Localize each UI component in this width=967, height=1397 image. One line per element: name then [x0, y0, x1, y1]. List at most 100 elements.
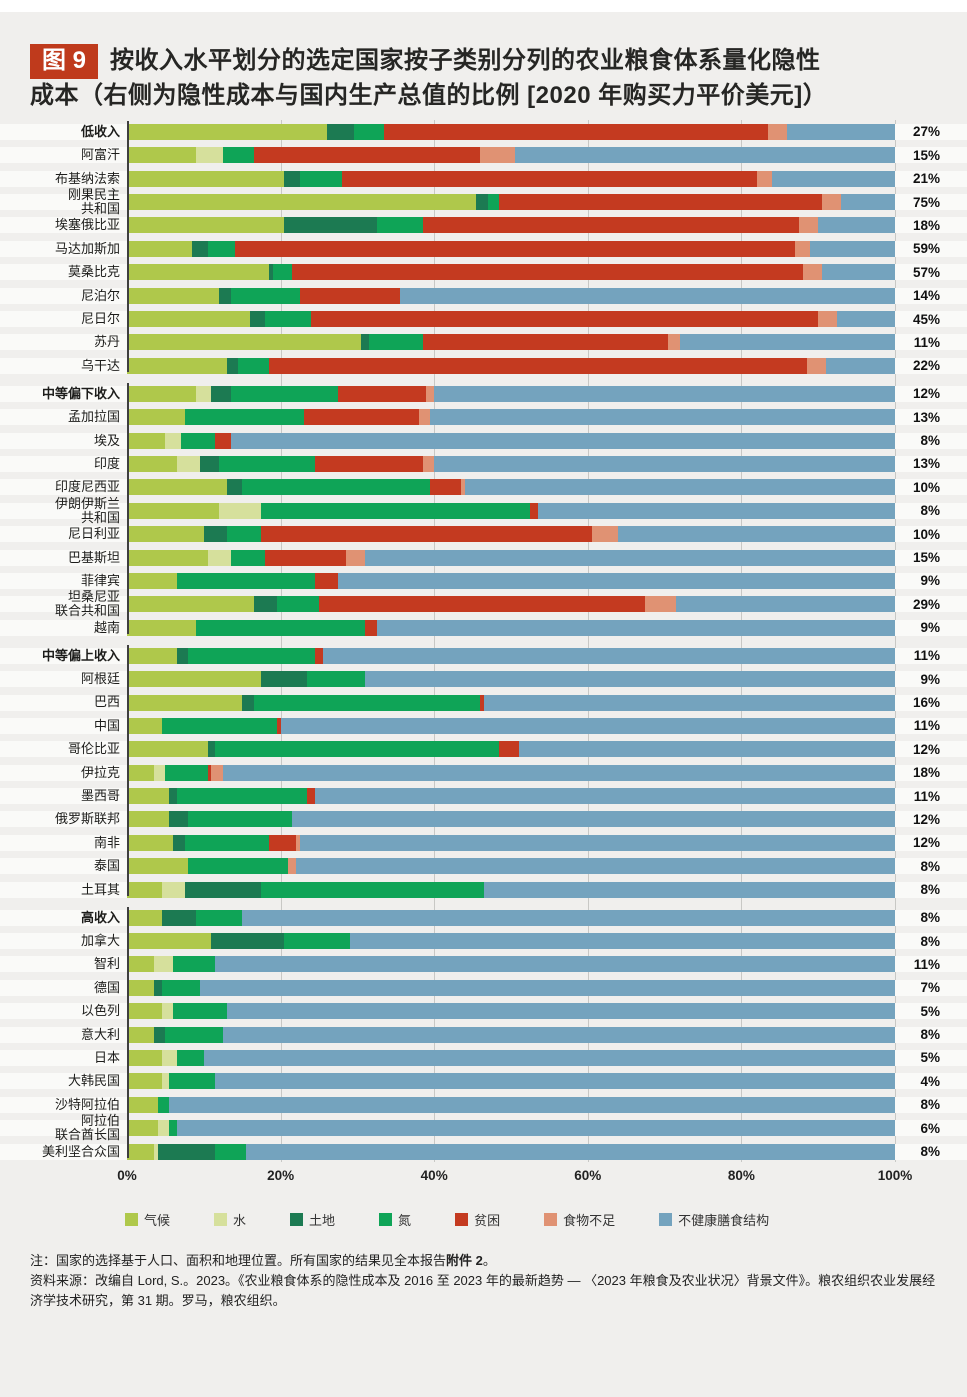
bar-segment-nitrogen [230, 287, 300, 304]
bar-segment-poverty [265, 549, 346, 566]
income-group: 低收入 27% 阿富汗 15% 布基纳法索 21% 刚果民主 共和国 75% 埃塞俄比亚 18% 马… [0, 120, 967, 374]
bar-segment-climate [127, 694, 243, 711]
bar-segment-nitrogen [487, 194, 500, 211]
bar-segment-land [161, 909, 197, 926]
bar-segment-unhealthy_diet [292, 811, 895, 828]
bar-segment-nitrogen [284, 933, 350, 950]
chart-row: 苏丹 11% [0, 334, 967, 351]
bar-segment-climate [127, 1143, 154, 1160]
chart-row: 巴西 16% [0, 694, 967, 711]
bar-segment-unhealthy_diet [295, 858, 895, 875]
bar-segment-poverty [207, 764, 212, 781]
bar-segment-unhealthy_diet [222, 1026, 895, 1043]
bar-segment-nitrogen [188, 811, 293, 828]
chart-row: 刚果民主 共和国 75% [0, 188, 967, 216]
bar-track [127, 1143, 895, 1160]
bar-segment-nitrogen [184, 834, 270, 851]
bar-segment-nitrogen [173, 956, 216, 973]
legend-item: 食物不足 [544, 1210, 615, 1229]
row-label: 埃塞俄比亚 [54, 217, 120, 233]
bar-segment-climate [127, 194, 477, 211]
bar-segment-climate [127, 1026, 154, 1043]
chart-row: 菲律宾 9% [0, 572, 967, 589]
bar-track [127, 455, 895, 472]
row-label: 沙特阿拉伯 [54, 1096, 120, 1112]
bar-segment-nitrogen [169, 1120, 177, 1137]
gridline [895, 119, 896, 1162]
chart-rows: 低收入 27% 阿富汗 15% 布基纳法索 21% 刚果民主 共和国 75% 埃塞俄比亚 18% 马… [0, 120, 967, 1160]
bar-segment-climate [127, 549, 208, 566]
bar-segment-climate [127, 264, 270, 281]
bar-track [127, 572, 895, 589]
bar-track [127, 811, 895, 828]
bar-segment-poverty [269, 834, 296, 851]
chart-row: 巴基斯坦 15% [0, 549, 967, 566]
bar-segment-unhealthy_diet [822, 264, 895, 281]
bar-track [127, 479, 895, 496]
bar-segment-land [199, 455, 220, 472]
bar-segment-water [157, 1120, 170, 1137]
bar-segment-climate [127, 596, 254, 613]
gdp-share-value: 45% [912, 311, 940, 327]
bar-segment-poverty [303, 409, 419, 426]
bar-track [127, 287, 895, 304]
bar-track [127, 933, 895, 950]
chart-row: 越南 9% [0, 619, 967, 636]
chart-row: 高收入 8% [0, 909, 967, 926]
bar-segment-climate [127, 811, 170, 828]
bar-segment-nitrogen [265, 311, 312, 328]
gdp-share-value: 12% [912, 811, 940, 827]
bar-segment-land [284, 170, 300, 187]
legend-label: 土地 [309, 1212, 336, 1228]
bar-segment-unhealthy_diet [315, 788, 895, 805]
bar-segment-nitrogen [188, 647, 316, 664]
row-label: 美利坚合众国 [41, 1143, 120, 1159]
bar-track [127, 217, 895, 234]
income-group: 中等偏下收入 12% 孟加拉国 13% 埃及 8% 印度 13% 印度尼西亚 10% 伊朗伊斯兰 共… [0, 382, 967, 636]
bar-segment-unhealthy_diet [464, 479, 895, 496]
bar-segment-unhealthy_diet [837, 311, 895, 328]
chart-row: 墨西哥 11% [0, 788, 967, 805]
bar-segment-climate [127, 455, 177, 472]
bar-segment-nitrogen [180, 432, 216, 449]
chart-row: 乌干达 22% [0, 357, 967, 374]
chart-row: 尼日尔 45% [0, 311, 967, 328]
bar-segment-nitrogen [253, 694, 481, 711]
gdp-share-value: 4% [920, 1073, 940, 1089]
bar-segment-nitrogen [207, 240, 235, 257]
row-label: 高收入 [80, 909, 120, 925]
bar-track [127, 647, 895, 664]
gdp-share-value: 16% [912, 695, 940, 710]
row-label: 中等偏上收入 [41, 647, 120, 663]
bar-track [127, 909, 895, 926]
bar-segment-nitrogen [368, 334, 423, 351]
gdp-share-value: 7% [920, 980, 940, 996]
gridline [587, 119, 589, 1162]
bar-segment-land [173, 834, 185, 851]
bar-segment-climate [127, 741, 208, 758]
chart-row: 哥伦比亚 12% [0, 741, 967, 758]
bar-segment-unhealthy_diet [299, 834, 895, 851]
bar-segment-unhealthy_diet [537, 502, 895, 519]
legend-swatch-unhealthy_diet [659, 1212, 673, 1226]
bar-segment-climate [127, 956, 154, 973]
gdp-share-value: 29% [912, 596, 940, 612]
legend-label: 水 [233, 1212, 247, 1228]
bar-segment-undernourishment [480, 147, 515, 164]
row-label: 哥伦比亚 [67, 741, 120, 757]
row-label: 大韩民国 [67, 1073, 120, 1089]
bar-segment-undernourishment [422, 455, 435, 472]
bar-segment-nitrogen [230, 385, 339, 402]
row-label: 低收入 [80, 123, 120, 139]
gdp-share-value: 12% [912, 741, 940, 757]
bar-segment-climate [127, 979, 154, 996]
row-label: 布基纳法索 [54, 170, 120, 186]
bar-segment-climate [127, 858, 189, 875]
bar-segment-poverty [315, 455, 423, 472]
bar-segment-unhealthy_diet [338, 572, 895, 589]
bar-segment-climate [127, 432, 166, 449]
bar-segment-nitrogen [238, 357, 270, 374]
bar-segment-water [196, 385, 212, 402]
bar-track [127, 123, 895, 140]
